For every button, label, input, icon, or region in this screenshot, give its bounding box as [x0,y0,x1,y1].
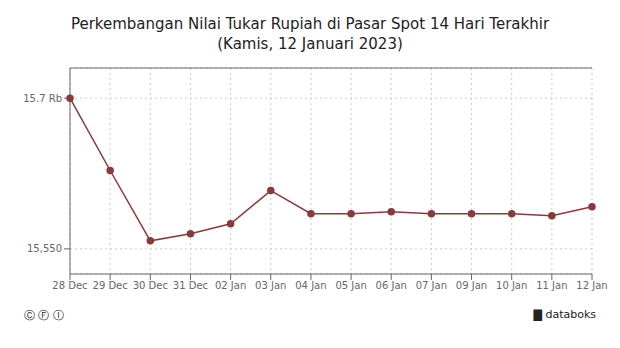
svg-text:06 Jan: 06 Jan [376,280,407,291]
svg-text:10 Jan: 10 Jan [496,280,527,291]
svg-text:15.7 Rb: 15.7 Rb [23,93,62,104]
html-text:(Kamis, 12 Januari 2023): (Kamis, 12 Januari 2023) [217,35,403,53]
svg-text:11 Jan: 11 Jan [536,280,567,291]
svg-text:30 Dec: 30 Dec [133,280,168,291]
svg-text:07 Jan: 07 Jan [416,280,447,291]
svg-text:02 Jan: 02 Jan [215,280,246,291]
svg-text:29 Dec: 29 Dec [93,280,128,291]
svg-text:03 Jan: 03 Jan [255,280,286,291]
html-text:▇ databoks: ▇ databoks [533,308,596,321]
html-text:Perkembangan Nilai Tukar Rupia: Perkembangan Nilai Tukar Rupiah di Pasar… [70,15,550,33]
svg-text:31 Dec: 31 Dec [173,280,208,291]
svg-text:15,550: 15,550 [27,243,62,254]
svg-text:09 Jan: 09 Jan [456,280,487,291]
svg-text:05 Jan: 05 Jan [335,280,366,291]
svg-text:04 Jan: 04 Jan [295,280,326,291]
svg-text:12 Jan: 12 Jan [576,280,607,291]
svg-text:28 Dec: 28 Dec [52,280,87,291]
